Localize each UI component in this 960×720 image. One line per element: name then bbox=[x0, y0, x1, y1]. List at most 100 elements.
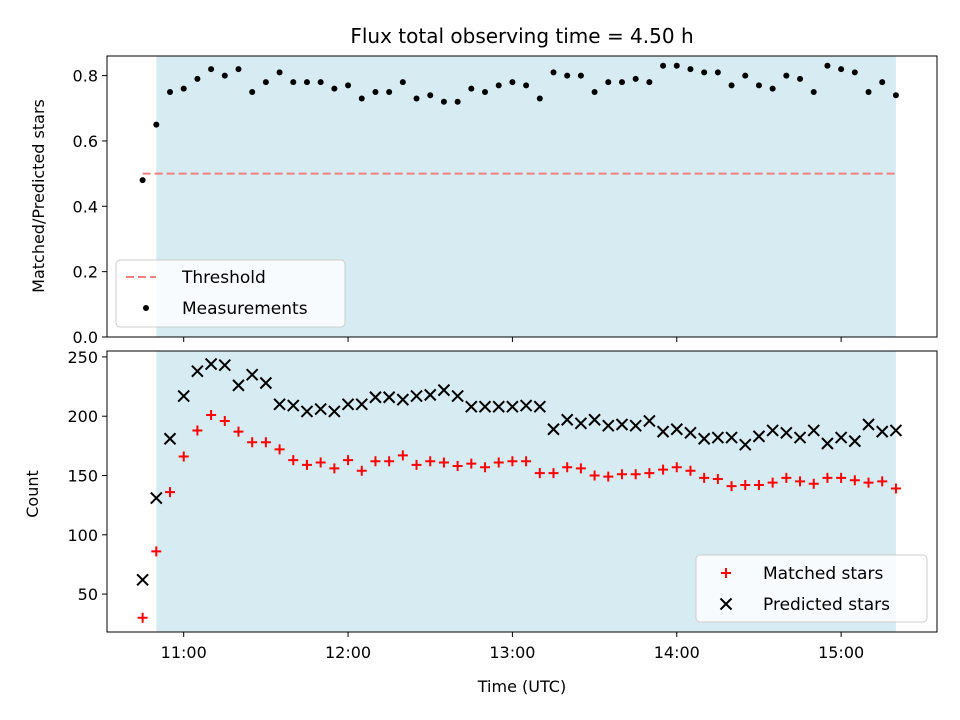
predicted-star-point bbox=[602, 419, 615, 432]
measurement-point bbox=[769, 85, 776, 92]
predicted-star-point bbox=[451, 389, 464, 403]
legend-matched-label: Matched stars bbox=[763, 564, 883, 584]
measurement-point bbox=[810, 88, 817, 95]
bottom-y-axis-label: Count bbox=[23, 470, 42, 518]
predicted-star-point bbox=[410, 389, 423, 403]
predicted-star-point bbox=[355, 398, 368, 411]
matched-star-point bbox=[260, 437, 271, 448]
measurement-point bbox=[564, 72, 571, 79]
predicted-star-point bbox=[615, 418, 629, 431]
matched-star-point bbox=[849, 475, 860, 486]
matched-star-point bbox=[493, 457, 504, 468]
bottom-legend: Matched stars Predicted stars bbox=[695, 554, 928, 623]
predicted-star-point bbox=[218, 359, 231, 372]
top-y-tick-label: 0.6 bbox=[73, 132, 98, 151]
x-tick-label: 15:00 bbox=[818, 643, 864, 662]
matched-star-point bbox=[808, 478, 819, 489]
predicted-star-point bbox=[245, 368, 259, 381]
measurement-point bbox=[194, 75, 201, 82]
measurement-point bbox=[755, 82, 762, 89]
predicted-star-point bbox=[163, 432, 177, 445]
measurement-point bbox=[660, 62, 667, 69]
predicted-star-point bbox=[204, 357, 218, 371]
bottom-y-tick-label: 50 bbox=[78, 585, 98, 604]
measurement-point bbox=[139, 177, 146, 184]
matched-star-point bbox=[781, 472, 792, 483]
matched-star-point bbox=[315, 457, 326, 468]
predicted-star-point bbox=[821, 437, 834, 450]
matched-star-point bbox=[740, 479, 751, 490]
measurement-point bbox=[386, 88, 393, 95]
predicted-star-point bbox=[889, 424, 903, 437]
x-tick-label: 11:00 bbox=[161, 643, 207, 662]
top-legend: Threshold Measurements bbox=[115, 259, 346, 328]
matched-star-point bbox=[425, 456, 436, 467]
predicted-star-point bbox=[862, 418, 875, 431]
matched-star-point bbox=[726, 481, 737, 492]
predicted-star-point bbox=[574, 417, 588, 430]
predicted-star-point bbox=[656, 425, 670, 438]
measurement-point bbox=[865, 88, 872, 95]
bottom-y-tick-label: 200 bbox=[67, 407, 98, 426]
matched-star-point bbox=[370, 456, 381, 467]
matched-star-point bbox=[699, 472, 710, 483]
matched-star-point bbox=[165, 487, 176, 498]
matched-star-point bbox=[685, 465, 696, 476]
predicted-star-point bbox=[780, 426, 793, 440]
measurement-point bbox=[536, 95, 543, 102]
matched-star-point bbox=[329, 463, 340, 474]
predicted-star-point bbox=[191, 364, 204, 378]
matched-star-point bbox=[356, 465, 367, 476]
predicted-star-point bbox=[287, 399, 300, 412]
measurement-point bbox=[454, 98, 461, 105]
matched-star-point bbox=[452, 461, 463, 472]
bottom-y-tick-label: 100 bbox=[67, 526, 98, 545]
measurement-point bbox=[221, 72, 228, 79]
matched-star-point bbox=[534, 468, 545, 479]
matched-star-point bbox=[192, 425, 203, 436]
legend-predicted-label: Predicted stars bbox=[763, 595, 890, 615]
measurement-point bbox=[208, 66, 215, 73]
predicted-star-point bbox=[232, 379, 245, 392]
measurement-point bbox=[523, 82, 530, 89]
predicted-star-point bbox=[478, 400, 492, 413]
top-y-tick-label: 0.8 bbox=[73, 67, 98, 86]
matched-star-point bbox=[206, 410, 217, 421]
measurement-point bbox=[701, 69, 708, 76]
predicted-star-point bbox=[711, 431, 725, 444]
series-matched-stars bbox=[137, 410, 901, 623]
matched-star-point bbox=[575, 463, 586, 474]
predicted-star-point bbox=[259, 376, 273, 390]
measurement-point bbox=[290, 79, 297, 86]
measurement-point bbox=[180, 85, 187, 92]
legend-box bbox=[695, 554, 928, 623]
predicted-star-point bbox=[273, 398, 286, 411]
measurement-point bbox=[427, 92, 434, 99]
matched-star-point bbox=[890, 483, 901, 494]
matched-star-point bbox=[274, 444, 285, 455]
measurement-point bbox=[468, 85, 475, 92]
predicted-star-point bbox=[684, 426, 697, 440]
measurement-point bbox=[358, 95, 365, 102]
measurement-point bbox=[317, 79, 324, 86]
measurement-point bbox=[714, 69, 721, 76]
predicted-star-point bbox=[437, 383, 451, 397]
measurement-point bbox=[495, 82, 502, 89]
matched-star-point bbox=[521, 456, 532, 467]
legend-measurements-label: Measurements bbox=[182, 299, 308, 319]
predicted-star-point bbox=[547, 423, 560, 436]
predicted-star-point bbox=[560, 413, 574, 426]
measurement-point bbox=[591, 88, 598, 95]
predicted-star-point bbox=[492, 400, 505, 413]
matched-star-point bbox=[219, 415, 230, 426]
top-axes-frame bbox=[106, 55, 938, 338]
measurement-point bbox=[482, 88, 489, 95]
predicted-star-point bbox=[314, 402, 327, 416]
measurement-point bbox=[783, 72, 790, 79]
legend-predicted-swatch bbox=[719, 597, 733, 611]
matched-star-point bbox=[137, 612, 148, 623]
legend-threshold-label: Threshold bbox=[181, 268, 266, 288]
matched-star-point bbox=[438, 457, 449, 468]
predicted-star-point bbox=[300, 405, 314, 418]
